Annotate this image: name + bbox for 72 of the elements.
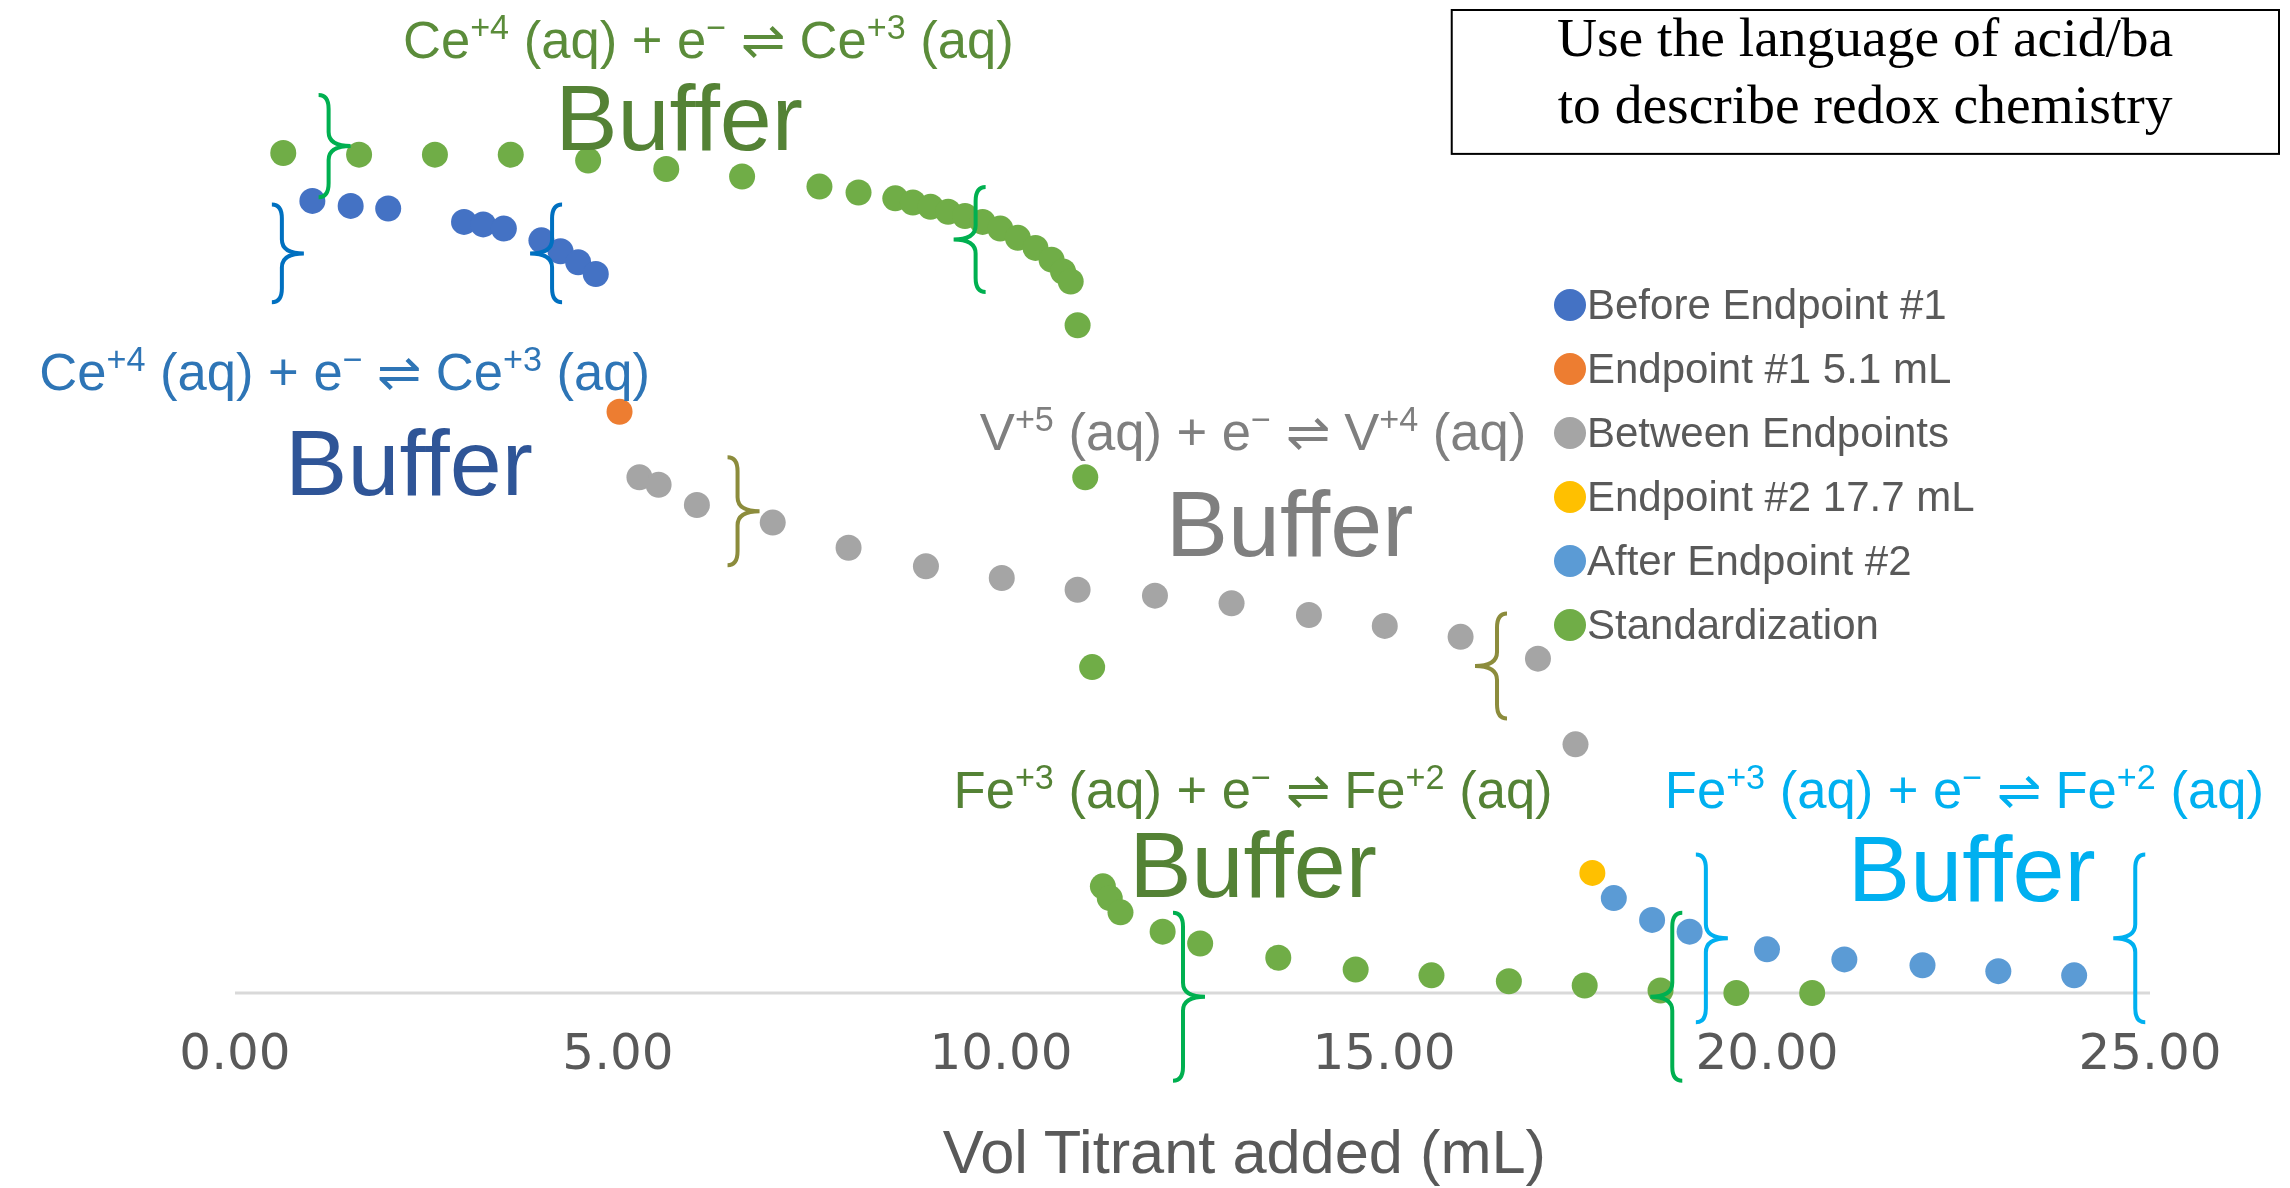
point — [375, 195, 402, 222]
point — [1985, 958, 2012, 985]
point — [470, 211, 497, 238]
annotation: V$^{+5}$ (aq) + e$^{−}$ ⇌ V$^{+4}$ (aq) — [979, 399, 1527, 461]
point — [729, 163, 756, 190]
x-tick-label: 20.00 — [1695, 1022, 1839, 1081]
point — [835, 534, 862, 561]
point — [1676, 918, 1703, 945]
legend-label: Endpoint #1 5.1 mL — [1587, 345, 1952, 393]
point — [1187, 930, 1214, 957]
point — [1524, 645, 1551, 672]
x-tick-label: 15.00 — [1312, 1022, 1456, 1081]
x-tick-label: 10.00 — [929, 1022, 1073, 1081]
point — [1723, 980, 1750, 1006]
point — [1418, 962, 1445, 989]
point — [645, 471, 672, 498]
text: Use the language of acid/ba — [1556, 6, 2174, 68]
point — [1107, 899, 1134, 926]
legend-label: Between Endpoints — [1587, 409, 1949, 457]
point — [1562, 731, 1589, 758]
point — [845, 179, 872, 206]
legend-label: After Endpoint #2 — [1587, 537, 1912, 585]
text: to describe redox chemistry — [1557, 73, 2173, 135]
legend-label: Endpoint #2 17.7 mL — [1587, 473, 1975, 521]
x-axis-title: Vol Titrant added (mL) — [942, 1116, 1547, 1186]
point — [1057, 268, 1084, 295]
point — [337, 192, 364, 219]
point — [1295, 602, 1322, 628]
point — [1754, 936, 1780, 963]
point — [1064, 576, 1091, 603]
point — [270, 140, 297, 166]
point — [759, 509, 786, 536]
point — [1831, 946, 1858, 973]
point — [1218, 590, 1245, 617]
point — [299, 187, 326, 214]
point — [1371, 612, 1398, 639]
point — [421, 141, 448, 168]
point — [1149, 918, 1176, 945]
point — [1141, 582, 1168, 609]
point — [1639, 906, 1666, 933]
point — [988, 565, 1015, 592]
point — [1600, 885, 1627, 912]
point — [1072, 464, 1099, 491]
point — [565, 249, 592, 276]
point — [1495, 968, 1522, 995]
x-tick-label: 0.00 — [179, 1022, 291, 1081]
point — [490, 215, 517, 242]
annotation: Ce$^{+4}$ (aq) + e$^{−}$ ⇌ Ce$^{+3}$ (aq) — [39, 339, 651, 401]
point — [1571, 972, 1598, 999]
point — [1447, 623, 1474, 650]
point — [1064, 312, 1091, 339]
point — [497, 141, 524, 168]
annotation: Buffer — [1165, 471, 1414, 577]
point — [626, 464, 653, 491]
point — [653, 155, 680, 182]
point — [346, 141, 373, 168]
point — [1342, 956, 1369, 983]
x-tick-label: 25.00 — [2078, 1022, 2222, 1081]
annotation: Buffer — [285, 410, 533, 516]
point — [806, 173, 833, 200]
point — [683, 491, 710, 518]
legend-label: Standardization — [1587, 601, 1879, 649]
point — [912, 553, 939, 580]
point — [1079, 654, 1106, 681]
point — [1799, 980, 1826, 1006]
point — [2061, 962, 2088, 989]
legend-label: Before Endpoint #1 — [1587, 281, 1947, 329]
point — [582, 260, 609, 287]
point — [1265, 944, 1292, 971]
point — [1909, 952, 1936, 979]
x-tick-label: 5.00 — [562, 1022, 674, 1081]
point — [1579, 859, 1606, 886]
